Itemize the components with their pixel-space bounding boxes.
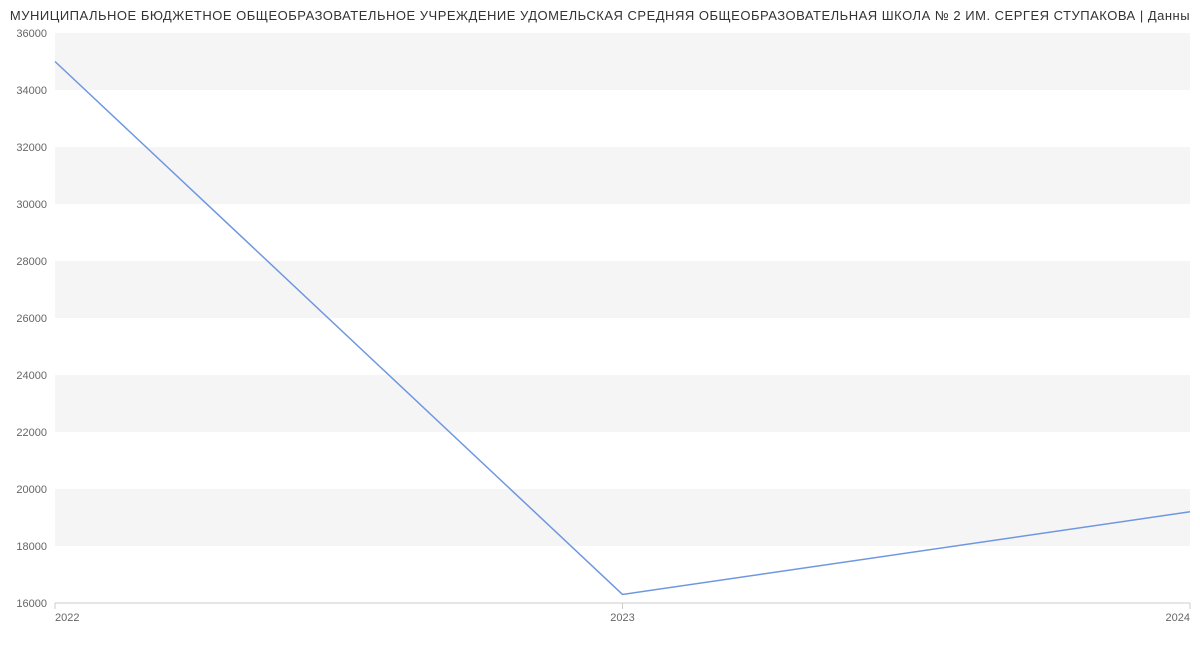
plot-band bbox=[55, 147, 1190, 204]
y-tick-label: 32000 bbox=[16, 142, 47, 154]
y-tick-label: 16000 bbox=[16, 598, 47, 610]
plot-band bbox=[55, 261, 1190, 318]
chart-svg: 16000 18000 20000 22000 24000 26000 28000 30000… bbox=[0, 23, 1200, 633]
plot-band bbox=[55, 489, 1190, 546]
x-tick-label: 2022 bbox=[55, 612, 79, 624]
y-tick-label: 34000 bbox=[16, 85, 47, 97]
chart-title: МУНИЦИПАЛЬНОЕ БЮДЖЕТНОЕ ОБЩЕОБРАЗОВАТЕЛЬ… bbox=[0, 0, 1200, 23]
y-tick-label: 30000 bbox=[16, 199, 47, 211]
plot-band bbox=[55, 375, 1190, 432]
y-tick-label: 18000 bbox=[16, 541, 47, 553]
y-tick-label: 26000 bbox=[16, 313, 47, 325]
plot-band bbox=[55, 33, 1190, 90]
y-tick-label: 36000 bbox=[16, 28, 47, 40]
y-tick-label: 28000 bbox=[16, 256, 47, 268]
y-tick-label: 20000 bbox=[16, 484, 47, 496]
chart-container: 16000 18000 20000 22000 24000 26000 28000 30000… bbox=[0, 23, 1200, 633]
x-tick-label: 2023 bbox=[610, 612, 634, 624]
x-tick-label: 2024 bbox=[1166, 612, 1190, 624]
y-tick-label: 24000 bbox=[16, 370, 47, 382]
y-tick-label: 22000 bbox=[16, 427, 47, 439]
